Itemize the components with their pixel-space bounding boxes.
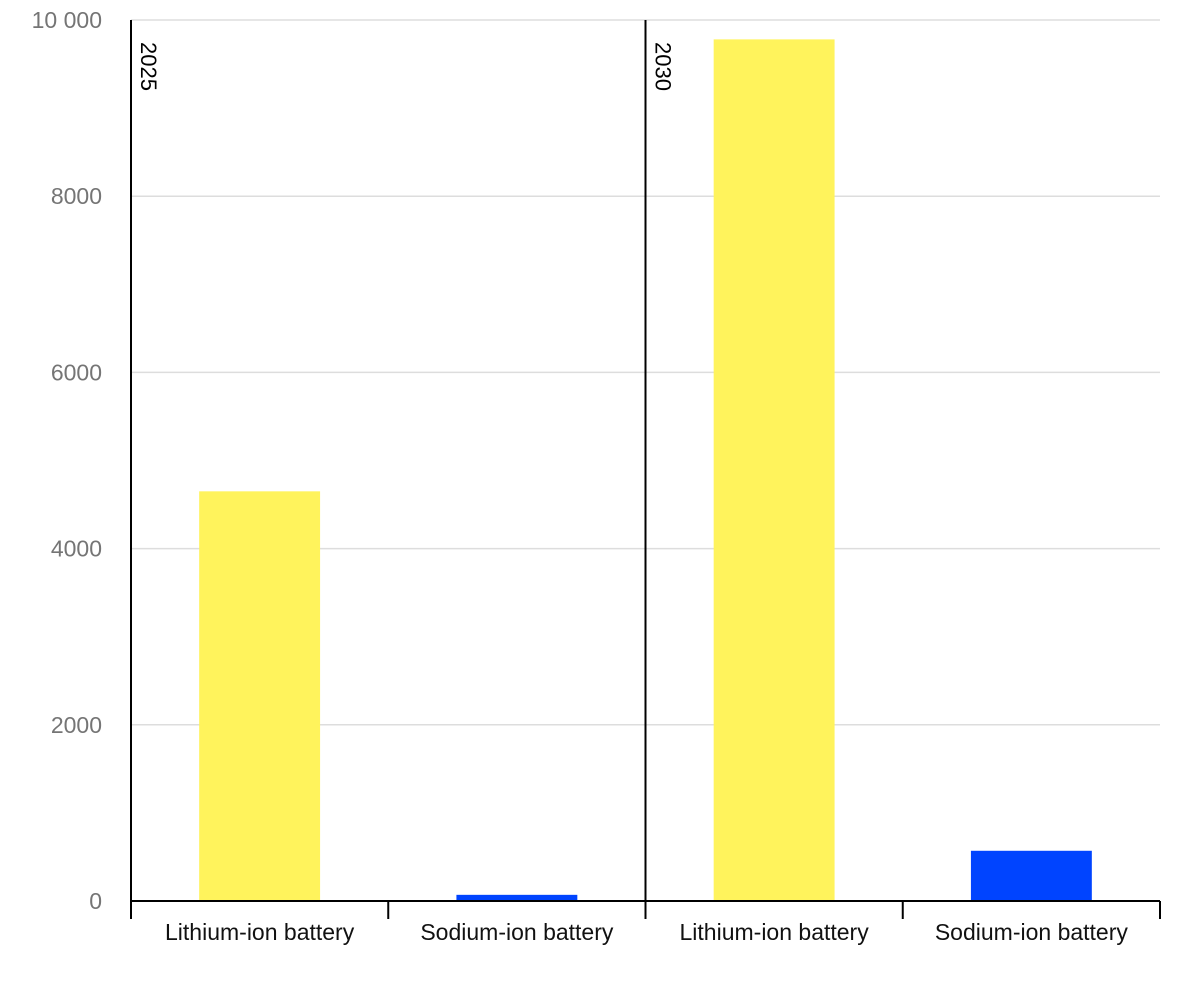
x-tick-label: Lithium-ion battery — [680, 919, 870, 945]
group-label: 2030 — [651, 42, 676, 91]
group-label: 2025 — [136, 42, 161, 91]
y-tick-label: 4000 — [51, 536, 102, 562]
y-tick-label: 8000 — [51, 183, 102, 209]
y-tick-label: 10 000 — [32, 7, 102, 33]
bar — [199, 491, 321, 901]
x-tick-label: Sodium-ion battery — [935, 919, 1129, 945]
bar — [970, 850, 1092, 901]
labels: 0 2000 4000 6000 8000 10 000 2025 Lithium-ion b… — [32, 7, 1129, 945]
y-tick-label: 2000 — [51, 712, 102, 738]
bar — [456, 894, 578, 901]
y-tick-label: 0 — [89, 888, 102, 914]
bars — [199, 39, 1092, 901]
y-tick-label: 6000 — [51, 359, 102, 385]
axes — [130, 20, 1161, 919]
x-tick-label: Sodium-ion battery — [420, 919, 614, 945]
bar — [713, 39, 835, 901]
x-tick-label: Lithium-ion battery — [165, 919, 355, 945]
